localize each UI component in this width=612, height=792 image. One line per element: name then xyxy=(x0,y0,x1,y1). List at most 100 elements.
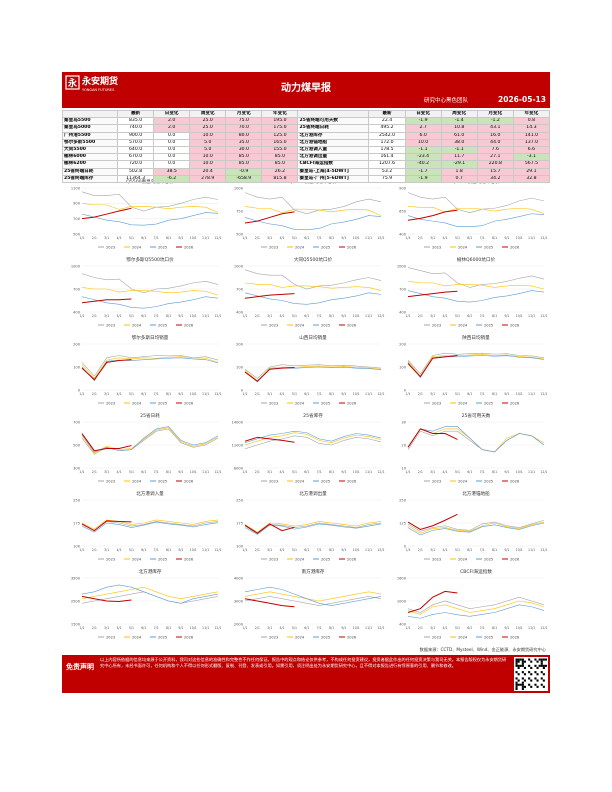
y-tick-label: 175 xyxy=(236,521,243,525)
qr-cell xyxy=(540,671,543,674)
x-tick-label: 12/1 xyxy=(214,236,221,240)
legend-label: 2026 xyxy=(184,323,194,327)
x-tick-label: 10/1 xyxy=(190,548,197,552)
cell: 6.0 xyxy=(404,131,442,140)
y-tick-label: 250 xyxy=(73,498,81,502)
x-tick-label: 1/1 xyxy=(405,470,410,474)
x-tick-label: 11/1 xyxy=(365,392,372,396)
cell: -29.1 xyxy=(440,160,478,169)
x-tick-label: 2/1 xyxy=(92,392,97,396)
row-name: 秦皇岛-上海[4-5DWT] xyxy=(297,167,370,176)
y-tick-label: 1000 xyxy=(397,599,407,603)
cell: -1.1 xyxy=(404,145,442,155)
qr-cell xyxy=(534,658,537,661)
x-tick-label: 7/1 xyxy=(480,470,485,474)
legend-label: 2024 xyxy=(458,245,468,249)
qr-cell xyxy=(540,662,543,665)
y-tick-label: 1100 xyxy=(71,186,81,190)
y-tick-label: 0 xyxy=(404,388,407,392)
chart-title: CBCFI海运指数 xyxy=(460,568,492,575)
source: 数据来源：CCTD、Mysteel、Wind、金正能源、永安期货研究中心 xyxy=(420,646,547,653)
column-header: 最新 xyxy=(368,109,406,119)
legend-label: 2025 xyxy=(484,635,493,639)
series-line xyxy=(81,212,219,226)
cell: 0.0 xyxy=(153,160,191,169)
y-tick-label: 700 xyxy=(73,420,81,424)
legend-label: 2024 xyxy=(295,557,305,561)
table-header-row: 最新 日变化 周变化 月变化 年变化 最新 日变化 周变化 月变化 年变化 xyxy=(62,109,551,119)
x-tick-label: 6/1 xyxy=(304,548,309,552)
x-tick-label: 1/1 xyxy=(79,626,84,630)
series-line xyxy=(81,519,219,530)
row-name: 25省终端库存 xyxy=(62,174,118,183)
cell: -658.9 xyxy=(225,174,263,183)
qr-cell xyxy=(534,671,537,674)
x-tick-label: 3/1 xyxy=(267,236,272,240)
cell: 15.7 xyxy=(476,167,514,176)
row-name: CBCFI海运指数 xyxy=(297,160,370,169)
legend-label: 2026 xyxy=(510,323,520,327)
cell: 570.0 xyxy=(116,138,155,147)
cell: 178.5 xyxy=(368,145,406,155)
y-tick-label: 0 xyxy=(241,388,244,392)
qr-cell xyxy=(521,660,524,663)
cell: 11364.3 xyxy=(116,174,155,183)
series-line xyxy=(407,355,458,378)
chart-title: 鄂尔多斯日均销量 xyxy=(132,334,169,341)
cell: 61.0 xyxy=(440,131,478,140)
series-line xyxy=(407,352,545,375)
y-tick-label: 250 xyxy=(236,498,244,502)
x-tick-label: 1/1 xyxy=(242,626,247,630)
x-tick-label: 11/1 xyxy=(365,626,372,630)
y-tick-label: 0 xyxy=(78,388,81,392)
qr-cell xyxy=(515,662,518,665)
series-line xyxy=(244,521,382,533)
x-tick-label: 8/1 xyxy=(166,626,171,630)
series-line xyxy=(81,426,219,453)
x-tick-label: 4/1 xyxy=(443,314,448,318)
legend-label: 2024 xyxy=(132,479,142,483)
series-line xyxy=(81,191,219,212)
qr-cell xyxy=(536,660,539,663)
cell: -1.9 xyxy=(404,117,442,126)
qr-cell xyxy=(517,666,520,669)
cell: 740.0 xyxy=(116,124,155,133)
y-tick-label: 125 xyxy=(399,521,406,525)
x-tick-label: 11/1 xyxy=(202,470,209,474)
qr-cell xyxy=(523,660,526,663)
series-line xyxy=(81,357,219,382)
cell: 14.3 xyxy=(512,124,551,133)
cell: 2.7 xyxy=(404,124,442,133)
y-tick-label: 500 xyxy=(73,232,81,236)
series-line xyxy=(407,354,545,377)
chart-title: 北方港库存 xyxy=(139,568,162,575)
x-tick-label: 5/1 xyxy=(455,626,460,630)
cell: 32.8 xyxy=(512,174,551,183)
series-line xyxy=(407,590,458,613)
cell: 1207.6 xyxy=(368,160,406,169)
x-tick-label: 6/1 xyxy=(304,470,309,474)
legend-label: 2023 xyxy=(106,479,115,483)
cell: 0.8 xyxy=(512,117,551,126)
qr-cell xyxy=(534,683,537,686)
x-tick-label: 10/1 xyxy=(353,626,360,630)
x-tick-label: 6/1 xyxy=(141,470,146,474)
y-tick-label: 400 xyxy=(236,310,244,314)
qr-cell xyxy=(542,666,545,669)
y-tick-label: 100 xyxy=(399,365,407,369)
cell: 26.2 xyxy=(261,167,299,176)
footer-text: 以上内容所依据的信息均来源于公开资料，我司对这些信息的准确性和完整性不作任何保证… xyxy=(100,657,507,668)
y-tick-label: 300 xyxy=(73,466,81,470)
chart-title: 山西日均销量 xyxy=(299,334,327,341)
cell: 10.8 xyxy=(440,124,478,133)
qr-cell xyxy=(530,679,533,682)
qr-cell xyxy=(517,679,520,682)
legend-label: 2024 xyxy=(295,635,305,639)
x-tick-label: 7/1 xyxy=(317,314,322,318)
qr-cell xyxy=(517,660,520,663)
series-line xyxy=(244,366,382,383)
footer-bar xyxy=(62,655,550,693)
series-line xyxy=(407,290,458,298)
